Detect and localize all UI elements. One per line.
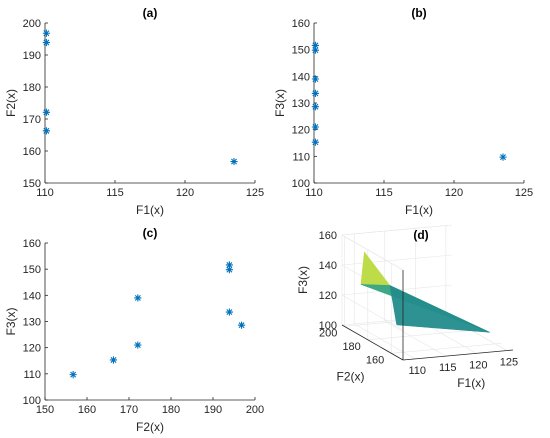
x-tick-label: 120: [469, 359, 487, 371]
grid-line: [341, 294, 404, 331]
data-point: [311, 89, 319, 97]
x-tick-label: 120: [445, 187, 463, 199]
x-tick-label: 125: [515, 187, 533, 199]
grid-line: [341, 234, 404, 271]
y-tick-label: 190: [23, 50, 41, 62]
chart-title: (c): [143, 226, 158, 240]
surface-face: [389, 285, 490, 333]
y-tick-label: 170: [23, 114, 41, 126]
x-tick-label: 190: [204, 404, 222, 416]
y-axis-label: F2(x): [4, 89, 18, 117]
y-tick-label: 160: [23, 238, 41, 250]
y-tick-label: 160: [23, 146, 41, 158]
y-tick-label: 120: [23, 343, 41, 355]
z-tick-label: 100: [319, 320, 337, 332]
data-point: [311, 103, 319, 111]
y-tick-label: 150: [292, 45, 310, 57]
data-point: [42, 108, 50, 116]
grid-line: [354, 323, 416, 360]
z-tick-label: 140: [319, 260, 337, 272]
data-point: [42, 38, 50, 47]
x-tick-label: 120: [176, 187, 194, 199]
chart-title: (d): [413, 228, 428, 242]
y-tick-label: 180: [342, 341, 360, 353]
grid-line: [391, 342, 502, 354]
x-tick-label: 115: [439, 362, 457, 374]
x-tick-label: 110: [408, 365, 426, 377]
y-tick-label: 130: [23, 317, 41, 329]
y-axis-label: F2(x): [337, 370, 365, 384]
x-tick-label: 115: [106, 187, 124, 199]
chart-title: (b): [411, 6, 426, 20]
x-tick-label: 125: [500, 357, 518, 369]
x-tick-label: 150: [36, 404, 54, 416]
data-point: [230, 157, 238, 166]
data-point: [311, 41, 319, 49]
y-tick-label: 160: [292, 18, 310, 30]
surface-face: [360, 251, 391, 286]
data-point: [42, 127, 50, 135]
data-point: [225, 266, 233, 274]
y-tick-label: 110: [23, 369, 41, 381]
x-tick-label: 170: [120, 404, 138, 416]
y-tick-label: 140: [292, 71, 310, 83]
grid-line: [341, 254, 453, 266]
y-tick-label: 140: [23, 290, 41, 302]
data-point: [237, 321, 246, 329]
y-tick-label: 150: [23, 178, 41, 190]
x-axis-label: F2(x): [136, 420, 164, 434]
data-point: [499, 153, 507, 161]
plot-area: [45, 23, 255, 183]
data-point: [311, 123, 319, 131]
plot-area: [314, 23, 524, 183]
x-tick-label: 110: [36, 187, 54, 199]
y-tick-label: 200: [23, 18, 41, 30]
x-tick-label: 200: [246, 404, 264, 416]
subplot-c: 150 160 170 180 190 200 100 110 120 130 140 150 160 (…: [4, 226, 264, 434]
z-tick-label: 160: [319, 230, 337, 242]
y-tick-label: 120: [292, 125, 310, 137]
x-tick-label: 180: [162, 404, 180, 416]
y-tick-label: 160: [366, 354, 384, 366]
y-axis: [341, 324, 404, 361]
data-point: [225, 261, 233, 269]
plot-area: [45, 243, 255, 400]
y-tick-label: 110: [292, 151, 310, 163]
data-point: [134, 341, 142, 349]
y-tick-label: 200: [319, 327, 337, 339]
grid-line: [384, 320, 446, 357]
x-axis-label: F1(x): [457, 376, 485, 390]
data-point: [311, 138, 319, 146]
y-tick-label: 130: [292, 98, 310, 110]
y-tick-label: 150: [23, 264, 41, 276]
data-point: [134, 294, 142, 302]
subplot-a: 110 115 120 125 150 160 170 180 190 200 (a) F1(x) F2…: [4, 6, 264, 217]
x-axis-label: F1(x): [136, 203, 164, 217]
subplot-b: 110 115 120 125100110120130140150160(b)F1(x…: [273, 6, 533, 217]
x-tick-label: 160: [78, 404, 96, 416]
x-tick-label: 115: [375, 187, 393, 199]
data-point: [311, 75, 319, 83]
data-point: [225, 308, 233, 316]
y-tick-label: 180: [23, 82, 41, 94]
x-axis: [402, 349, 514, 361]
data-point: [42, 29, 50, 37]
y-tick-label: 100: [23, 395, 41, 407]
z-tick-label: 120: [319, 290, 337, 302]
data-point: [69, 371, 77, 379]
y-axis-label: F3(x): [273, 89, 287, 117]
y-axis-label: F3(x): [4, 308, 18, 336]
y-tick-label: 100: [292, 178, 310, 190]
x-tick-label: 125: [246, 187, 264, 199]
data-point: [109, 356, 118, 364]
x-axis-label: F1(x): [405, 203, 433, 217]
z-axis-label: F3(x): [296, 266, 310, 294]
chart-title: (a): [143, 6, 158, 20]
x-tick-label: 110: [305, 187, 323, 199]
grid-line: [367, 329, 478, 341]
grid-line: [341, 224, 453, 236]
data-point: [311, 46, 319, 54]
